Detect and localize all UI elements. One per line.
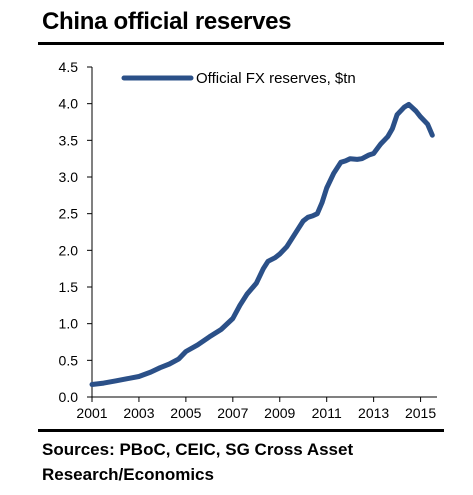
x-tick-label: 2015 bbox=[405, 405, 436, 421]
x-tick-label: 2005 bbox=[170, 405, 201, 421]
chart-axes bbox=[91, 67, 437, 398]
x-tick-label: 2009 bbox=[264, 405, 295, 421]
series-line-0 bbox=[89, 101, 435, 387]
x-axis-ticks: 2001 2003 2005 2007 2009 2011 2013 2015 bbox=[76, 397, 436, 421]
y-tick-label: 1.0 bbox=[59, 316, 79, 332]
line-chart: 0.00.51.01.52.02.53.03.54.04.5 2001 2003 2… bbox=[59, 59, 437, 421]
y-tick-label: 1.5 bbox=[59, 279, 79, 295]
x-tick-label: 2001 bbox=[76, 405, 107, 421]
y-tick-label: 0.5 bbox=[59, 352, 79, 368]
title-rule bbox=[38, 42, 444, 45]
y-tick-label: 4.5 bbox=[59, 59, 79, 75]
x-tick-label: 2013 bbox=[358, 405, 389, 421]
sources-note: Sources: PBoC, CEIC, SG Cross Asset Rese… bbox=[42, 440, 354, 484]
footer-rule bbox=[38, 429, 444, 432]
x-tick-label: 2011 bbox=[312, 405, 342, 421]
x-tick-label: 2007 bbox=[217, 405, 248, 421]
y-tick-label: 2.5 bbox=[59, 206, 79, 222]
y-tick-label: 2.0 bbox=[59, 242, 79, 258]
chart-title: China official reserves bbox=[42, 8, 292, 35]
x-tick-label: 2003 bbox=[123, 405, 154, 421]
y-tick-label: 3.0 bbox=[59, 169, 79, 185]
y-axis-ticks: 0.0 0.5 1.0 1.5 2.0 2.5 3.0 3.5 4.0 4.5 bbox=[59, 59, 92, 405]
chart-legend: Official FX reserves, $tn bbox=[121, 70, 356, 87]
series-lines bbox=[89, 101, 435, 387]
y-tick-label: 0.0 bbox=[59, 389, 79, 405]
legend-label: Official FX reserves, $tn bbox=[196, 70, 356, 87]
y-tick-label: 3.5 bbox=[59, 132, 79, 148]
y-tick-label: 4.0 bbox=[59, 96, 79, 112]
